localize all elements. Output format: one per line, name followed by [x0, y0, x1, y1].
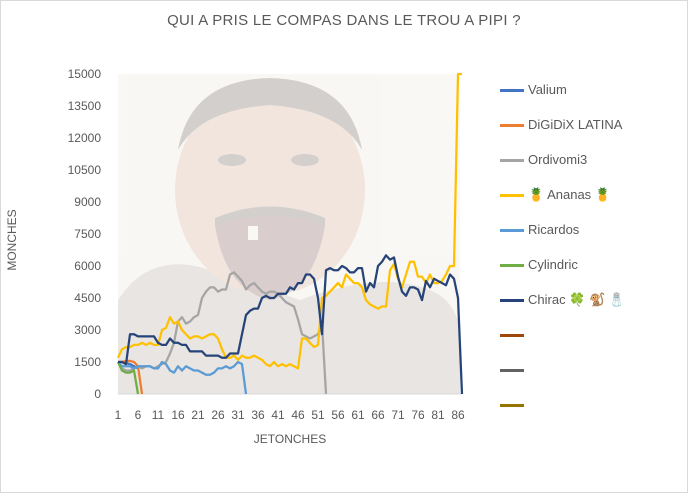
legend-swatch — [500, 264, 524, 267]
y-tick-label: 12000 — [68, 131, 102, 145]
x-tick-label: 76 — [411, 408, 425, 422]
legend-swatch — [500, 334, 524, 337]
x-tick-label: 31 — [231, 408, 245, 422]
legend-label: Ordivomi3 — [528, 152, 588, 167]
legend-item: Cylindric — [496, 255, 676, 275]
x-axis-label: JETONCHES — [253, 432, 327, 446]
y-tick-label: 1500 — [74, 355, 101, 369]
legend-swatch — [500, 124, 524, 127]
legend-swatch — [500, 229, 524, 232]
background-photo — [118, 74, 460, 394]
y-tick-label: 15000 — [68, 67, 102, 81]
legend-item: Ricardos — [496, 220, 676, 240]
legend-swatch — [500, 194, 524, 197]
x-tick-label: 1 — [115, 408, 122, 422]
legend-item: DiGiDiX LATINA — [496, 115, 676, 135]
x-tick-label: 46 — [291, 408, 305, 422]
y-tick-label: 6000 — [74, 259, 101, 273]
legend-swatch — [500, 369, 524, 372]
x-tick-label: 51 — [311, 408, 325, 422]
legend-label: 🍍 Ananas 🍍 — [528, 187, 611, 202]
legend-label: Ricardos — [528, 222, 580, 237]
x-tick-label: 71 — [391, 408, 405, 422]
legend-label: DiGiDiX LATINA — [528, 117, 623, 132]
x-tick-label: 6 — [135, 408, 142, 422]
x-tick-label: 36 — [251, 408, 265, 422]
legend-label: Cylindric — [528, 257, 578, 272]
legend-swatch — [500, 299, 524, 302]
x-tick-label: 61 — [351, 408, 365, 422]
x-tick-label: 81 — [431, 408, 445, 422]
legend-label: Chirac 🍀 🐒 🧂 — [528, 292, 625, 307]
x-tick-label: 66 — [371, 408, 385, 422]
series-line-4 — [117, 360, 248, 395]
y-tick-label: 3000 — [74, 323, 101, 337]
y-tick-label: 7500 — [74, 227, 101, 241]
x-tick-label: 86 — [451, 408, 465, 422]
legend-swatch — [500, 404, 524, 407]
legend-item: Valium — [496, 80, 676, 100]
legend-item: 🍍 Ananas 🍍 — [496, 185, 676, 205]
series-line-3 — [116, 72, 462, 370]
legend-swatch — [500, 159, 524, 162]
x-tick-label: 41 — [271, 408, 285, 422]
x-tick-label: 26 — [211, 408, 225, 422]
x-tick-label: 21 — [191, 408, 205, 422]
chart-title: QUI A PRIS LE COMPAS DANS LE TROU A PIPI… — [167, 12, 521, 29]
legend-item: Chirac 🍀 🐒 🧂 — [496, 290, 676, 310]
y-tick-label: 13500 — [68, 99, 102, 113]
series-line-6 — [118, 254, 464, 395]
axes: 0 1500 3000 4500 6000 7500 9000 10500 12000 13500… — [68, 67, 465, 422]
y-tick-label: 9000 — [74, 195, 101, 209]
legend-item — [496, 395, 676, 415]
x-tick-label: 56 — [331, 408, 345, 422]
legend-swatch — [500, 89, 524, 92]
series-line-5 — [116, 361, 140, 395]
series-line-2 — [117, 271, 328, 395]
y-tick-label: 4500 — [74, 291, 101, 305]
series-lines — [116, 72, 464, 395]
x-tick-label: 16 — [171, 408, 185, 422]
x-tick-label: 11 — [152, 408, 165, 422]
legend-item — [496, 325, 676, 345]
legend-label: Valium — [528, 82, 567, 97]
y-tick-label: 0 — [94, 387, 101, 401]
legend-item: Ordivomi3 — [496, 150, 676, 170]
y-tick-label: 10500 — [68, 163, 102, 177]
legend-item — [496, 360, 676, 380]
